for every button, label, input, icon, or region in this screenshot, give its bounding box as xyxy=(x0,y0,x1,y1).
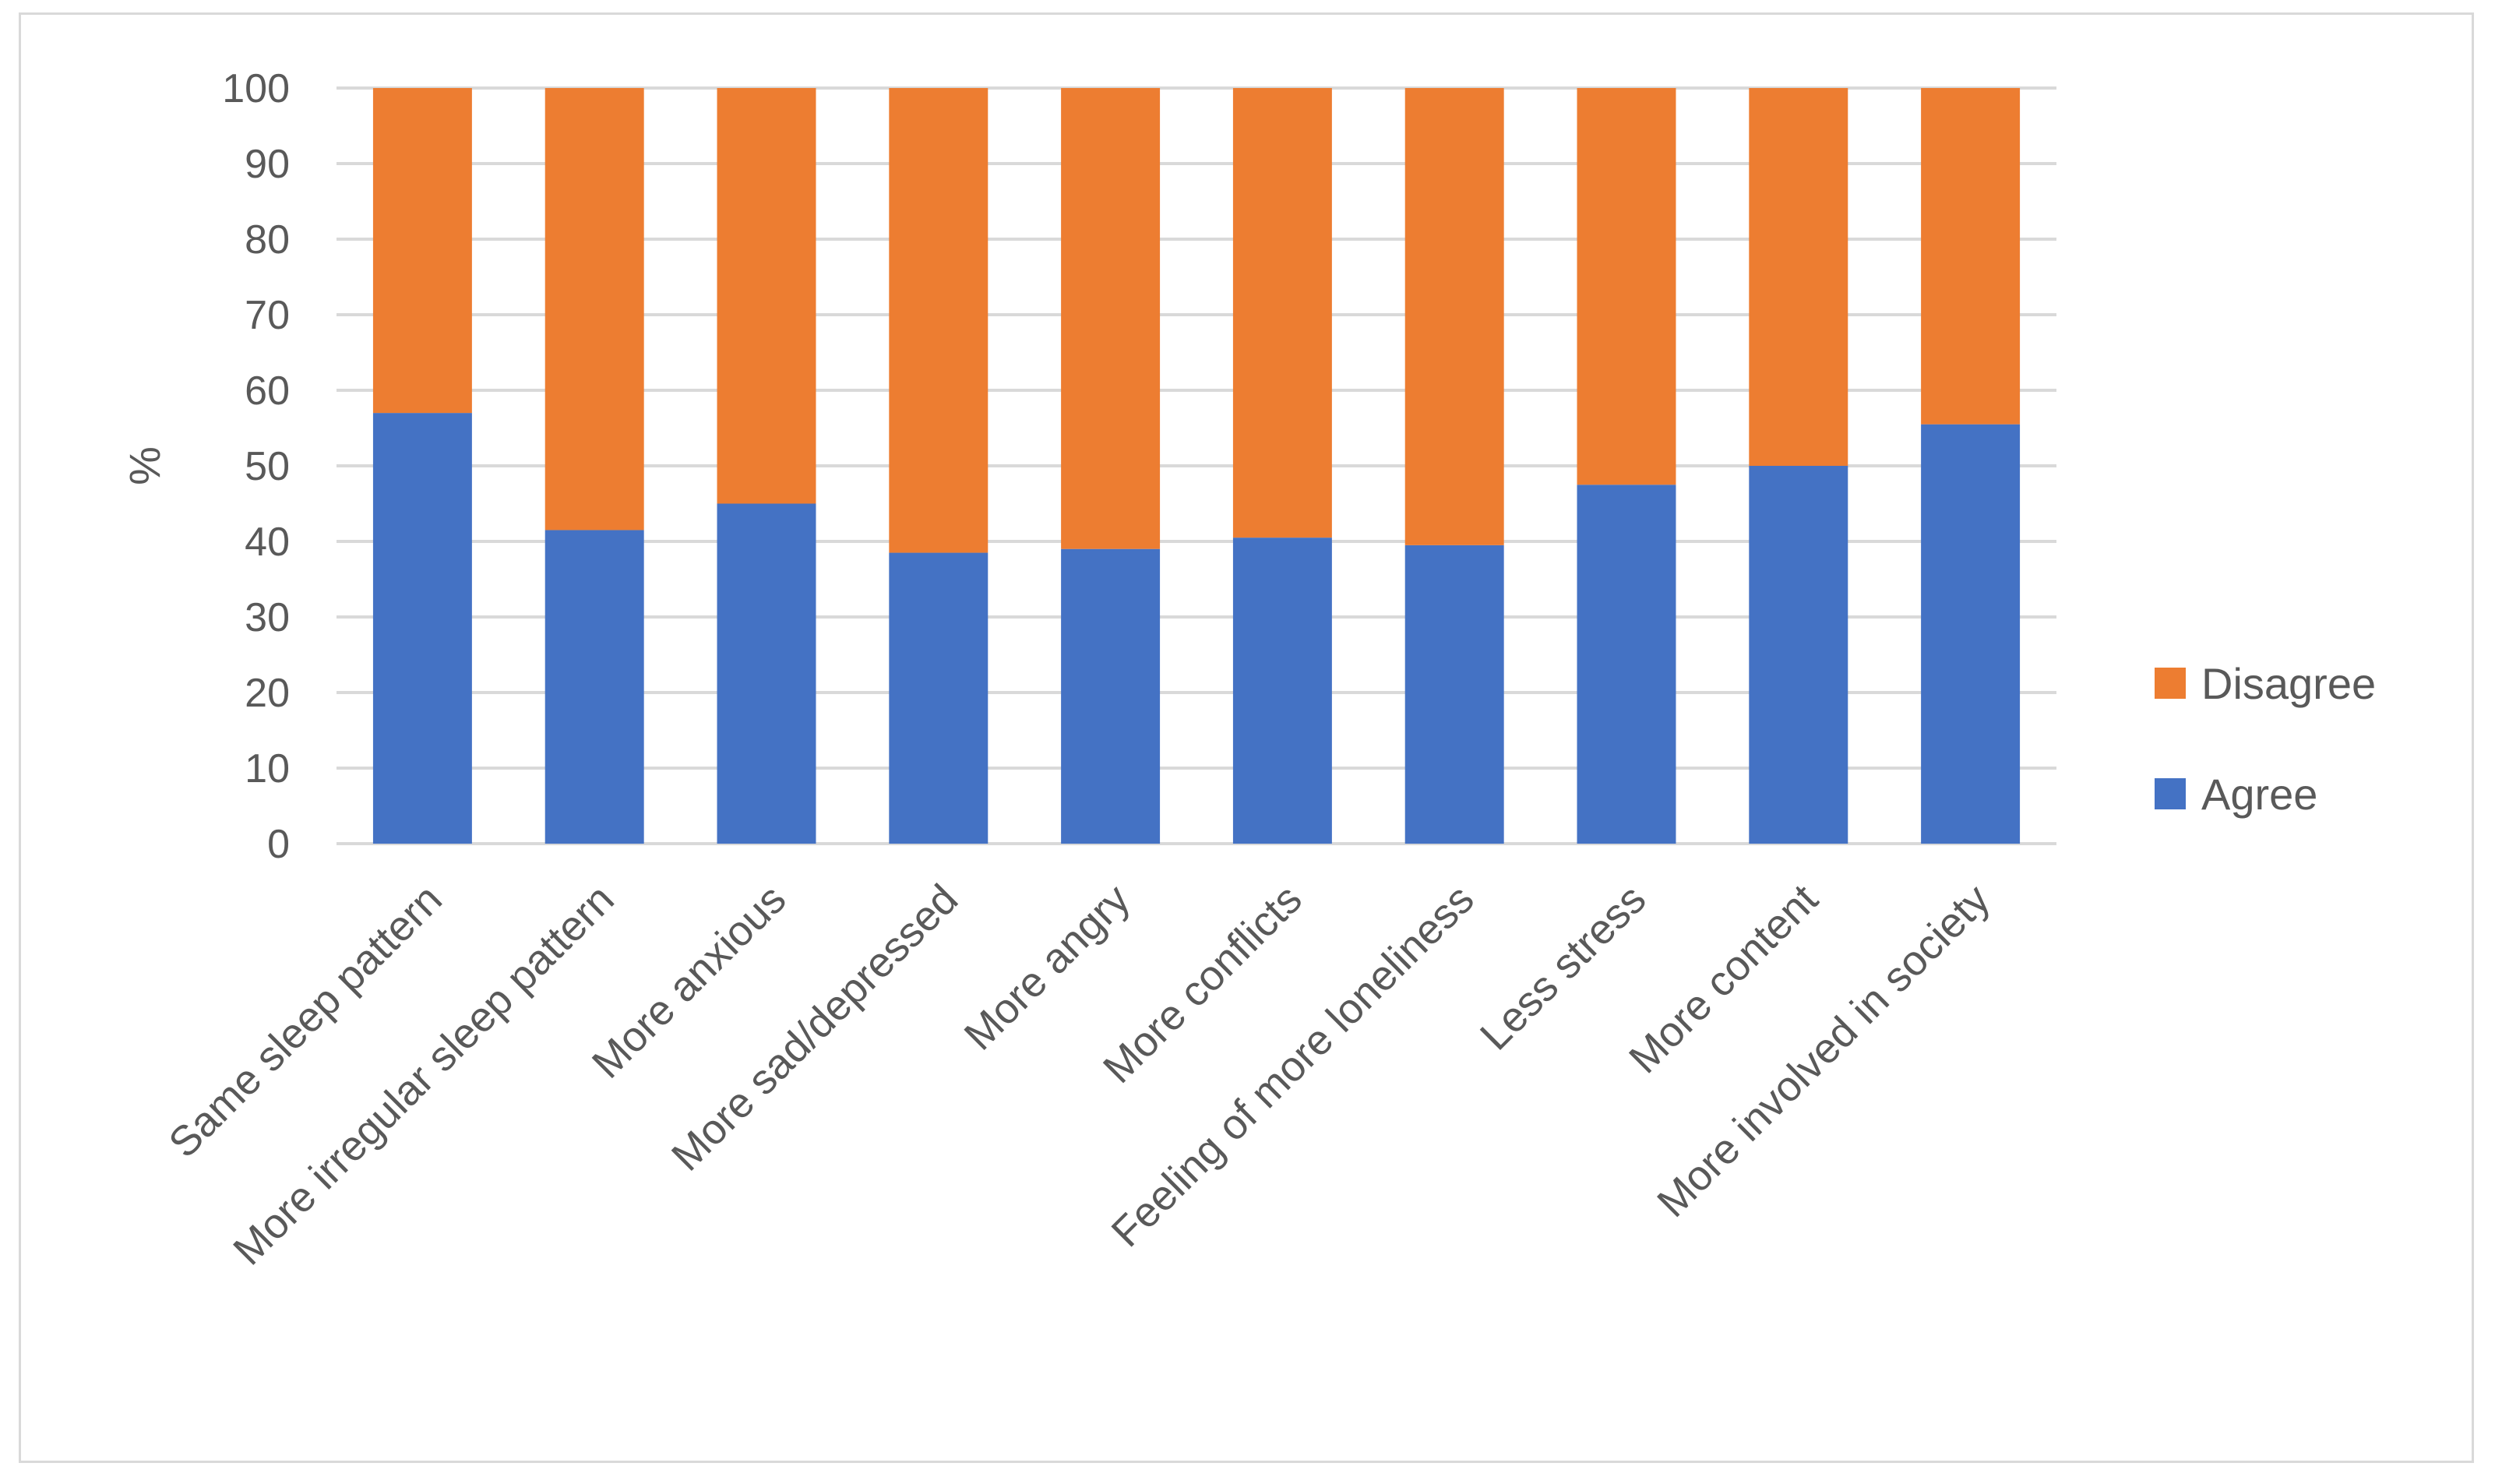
bar-agree-1 xyxy=(372,413,472,844)
bar-agree-2 xyxy=(544,530,644,844)
bar-disagree-9 xyxy=(1749,88,1848,466)
bar-agree-5 xyxy=(1061,548,1161,844)
bar-disagree-3 xyxy=(717,88,816,504)
x-category-label: Less stress xyxy=(1471,876,1655,1059)
bar-agree-9 xyxy=(1749,466,1848,844)
y-tick-label: 60 xyxy=(245,368,290,414)
bar-agree-4 xyxy=(889,552,988,844)
y-tick-label: 30 xyxy=(245,595,290,640)
bar-disagree-6 xyxy=(1232,88,1332,538)
y-tick-label: 100 xyxy=(222,66,290,111)
legend: Disagree Agree xyxy=(2155,659,2376,819)
y-tick-label: 90 xyxy=(245,142,290,187)
bar-disagree-10 xyxy=(1921,88,2021,425)
legend-swatch-agree xyxy=(2155,778,2186,809)
y-axis-title: % xyxy=(120,446,169,485)
y-tick-label: 20 xyxy=(245,671,290,716)
y-tick-label: 50 xyxy=(245,444,290,489)
y-tick-label: 40 xyxy=(245,520,290,565)
bar-disagree-4 xyxy=(889,88,988,553)
bar-disagree-7 xyxy=(1404,88,1504,545)
bar-agree-3 xyxy=(717,503,816,844)
legend-label-agree: Agree xyxy=(2201,770,2317,819)
bar-disagree-5 xyxy=(1061,88,1161,549)
x-category-label: More angry xyxy=(956,876,1140,1059)
bar-agree-7 xyxy=(1404,545,1504,844)
bar-disagree-1 xyxy=(372,88,472,414)
x-category-label: More sad/depressed xyxy=(663,876,967,1180)
legend-label-disagree: Disagree xyxy=(2201,659,2376,708)
y-tick-label: 10 xyxy=(245,746,290,791)
y-tick-label: 80 xyxy=(245,217,290,263)
bar-agree-10 xyxy=(1921,424,2021,844)
y-tick-label: 70 xyxy=(245,293,290,338)
x-category-label: More involved in society xyxy=(1648,876,1999,1226)
x-category-label: Feeling of more loneliness xyxy=(1103,876,1483,1256)
bar-agree-6 xyxy=(1232,538,1332,844)
bar-disagree-8 xyxy=(1577,88,1676,485)
y-axis-ticks: 0 10 20 30 40 50 60 70 80 90 100 xyxy=(222,66,290,867)
bar-agree-8 xyxy=(1577,485,1676,844)
bars xyxy=(372,88,2021,844)
y-tick-label: 0 xyxy=(267,822,290,867)
bar-disagree-2 xyxy=(544,88,644,531)
legend-swatch-disagree xyxy=(2155,668,2186,699)
